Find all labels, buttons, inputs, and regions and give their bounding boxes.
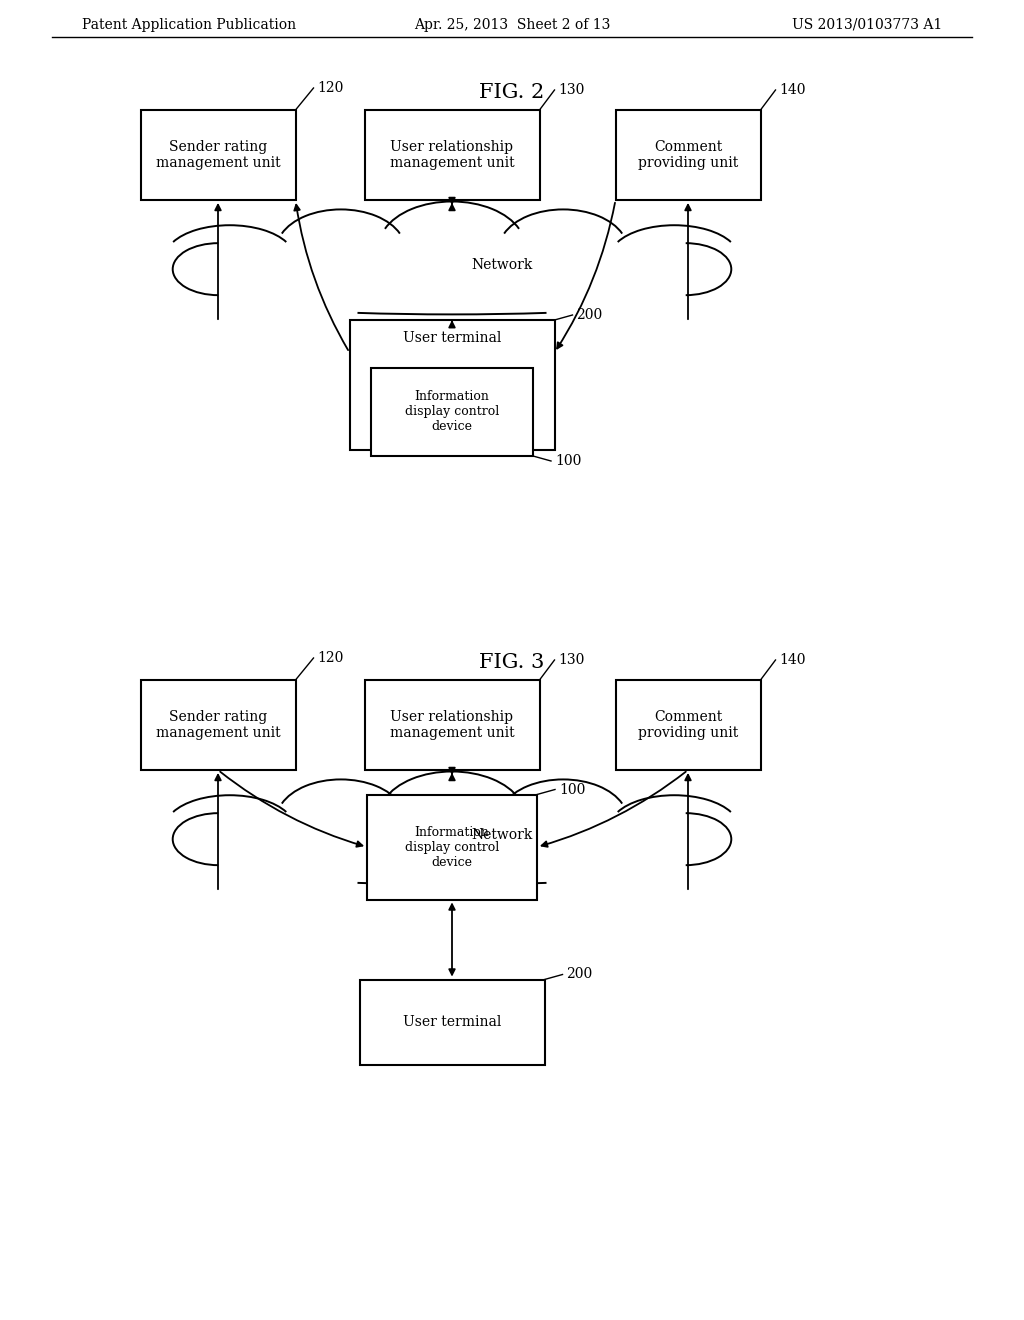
FancyBboxPatch shape [367,795,537,899]
FancyBboxPatch shape [371,368,534,455]
Ellipse shape [501,210,626,288]
Ellipse shape [188,809,716,871]
Text: Apr. 25, 2013  Sheet 2 of 13: Apr. 25, 2013 Sheet 2 of 13 [414,18,610,32]
Text: Network: Network [471,828,532,842]
Text: Sender rating
management unit: Sender rating management unit [156,140,281,170]
FancyBboxPatch shape [140,110,296,201]
Text: Patent Application Publication: Patent Application Publication [82,18,296,32]
Ellipse shape [279,210,403,288]
Text: User relationship
management unit: User relationship management unit [390,710,514,741]
FancyBboxPatch shape [615,110,761,201]
Text: User relationship
management unit: User relationship management unit [390,140,514,170]
Text: 200: 200 [577,308,603,322]
Text: Sender rating
management unit: Sender rating management unit [156,710,281,741]
Ellipse shape [611,226,737,288]
Ellipse shape [167,796,293,858]
Ellipse shape [381,772,523,861]
Text: 200: 200 [566,968,593,982]
Ellipse shape [279,780,403,858]
Text: 130: 130 [558,653,585,667]
FancyBboxPatch shape [365,110,540,201]
Text: 100: 100 [559,783,586,796]
Ellipse shape [381,202,523,290]
Text: Comment
providing unit: Comment providing unit [638,710,738,741]
Ellipse shape [611,796,737,858]
Text: 120: 120 [317,651,344,665]
Text: Comment
providing unit: Comment providing unit [638,140,738,170]
Text: US 2013/0103773 A1: US 2013/0103773 A1 [792,18,942,32]
FancyBboxPatch shape [615,680,761,770]
Text: 120: 120 [317,81,344,95]
FancyBboxPatch shape [365,680,540,770]
Text: 140: 140 [779,83,806,96]
Text: User terminal: User terminal [402,331,501,345]
Text: User terminal: User terminal [402,1015,501,1030]
Text: Information
display control
device: Information display control device [404,825,499,869]
Text: FIG. 3: FIG. 3 [479,652,545,672]
FancyBboxPatch shape [140,680,296,770]
FancyBboxPatch shape [359,979,545,1064]
Text: Information
display control
device: Information display control device [404,391,499,433]
FancyBboxPatch shape [349,319,555,450]
Ellipse shape [167,226,293,288]
Ellipse shape [501,780,626,858]
Ellipse shape [188,239,716,301]
Text: Network: Network [471,257,532,272]
Text: 140: 140 [779,653,806,667]
Text: 100: 100 [555,454,582,469]
Text: FIG. 2: FIG. 2 [479,82,545,102]
Text: 130: 130 [558,83,585,96]
